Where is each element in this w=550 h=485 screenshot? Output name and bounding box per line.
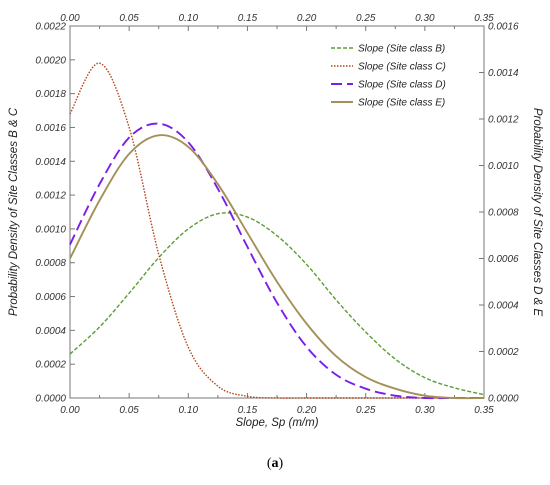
legend-label-2: Slope (Site class C)	[358, 62, 446, 73]
y-left-tick-label: 0.0004	[35, 326, 66, 337]
y-left-tick-label: 0.0018	[35, 89, 66, 100]
x-axis-title: Slope, Sp (m/m)	[235, 417, 318, 429]
y-left-tick-label: 0.0008	[35, 258, 66, 269]
legend: Slope (Site class B) Slope (Site class C)…	[331, 44, 446, 109]
figure-caption: (a)	[0, 456, 550, 472]
x-tick-label-top: 0.25	[356, 13, 376, 24]
series-line-2	[69, 62, 484, 399]
x-tick-label-top: 0.05	[119, 13, 139, 24]
y-left-tick-label: 0.0006	[35, 292, 66, 303]
y-left-tick-label: 0.0016	[35, 123, 66, 134]
series-line-3	[69, 122, 484, 400]
x-tick-label-bottom: 0.05	[119, 405, 139, 416]
y-left-tick-label: 0.0000	[35, 394, 66, 405]
legend-label-1: Slope (Site class B)	[358, 44, 445, 55]
ticks-layer: 0.00 0.00 0.05 0.05 0.10 0.10 0.15 0.15 0.20 0.20…	[35, 13, 519, 416]
y-right-tick-label: 0.0008	[488, 208, 519, 219]
x-tick-label-bottom: 0.10	[179, 405, 199, 416]
y-left-tick-label: 0.0020	[35, 55, 66, 66]
y-right-tick-label: 0.0012	[488, 115, 519, 126]
x-tick-label-bottom: 0.25	[356, 405, 376, 416]
legend-label-4: Slope (Site class E)	[358, 98, 445, 109]
y-left-tick-label: 0.0022	[35, 22, 66, 33]
x-tick-label-top: 0.15	[238, 13, 258, 24]
caption-open-paren: (	[266, 456, 272, 471]
x-tick-label-top: 0.35	[474, 13, 494, 24]
plot-area	[69, 25, 485, 399]
y-left-tick-label: 0.0014	[35, 157, 66, 168]
x-tick-label-bottom: 0.30	[415, 405, 435, 416]
x-tick-label-bottom: 0.35	[474, 405, 494, 416]
series-line-1	[69, 212, 485, 396]
y-right-tick-label: 0.0000	[488, 394, 519, 405]
y-right-tick-label: 0.0010	[488, 161, 519, 172]
x-tick-label-bottom: 0.00	[60, 405, 80, 416]
y-left-tick-label: 0.0010	[35, 224, 66, 235]
x-tick-label-top: 0.30	[415, 13, 435, 24]
series-layer	[69, 62, 485, 400]
x-tick-label-top: 0.00	[60, 13, 80, 24]
x-tick-label-top: 0.10	[179, 13, 199, 24]
y-axis-title-left: Probability Density of Site Classes B & …	[8, 107, 20, 316]
series-line-4	[69, 134, 485, 400]
y-axis-title-right: Probability Density of Site Classes D & …	[531, 108, 543, 317]
y-right-tick-label: 0.0004	[488, 301, 519, 312]
caption-close-paren: )	[278, 456, 284, 471]
y-right-tick-label: 0.0014	[488, 68, 519, 79]
y-right-tick-label: 0.0002	[488, 347, 519, 358]
caption-letter: a	[271, 456, 279, 471]
y-right-tick-label: 0.0006	[488, 254, 519, 265]
y-left-tick-label: 0.0012	[35, 191, 66, 202]
x-tick-label-top: 0.20	[297, 13, 317, 24]
x-tick-label-bottom: 0.20	[297, 405, 317, 416]
y-left-tick-label: 0.0002	[35, 360, 66, 371]
legend-label-3: Slope (Site class D)	[358, 80, 446, 91]
y-right-tick-label: 0.0016	[488, 22, 519, 33]
x-tick-label-bottom: 0.15	[238, 405, 258, 416]
